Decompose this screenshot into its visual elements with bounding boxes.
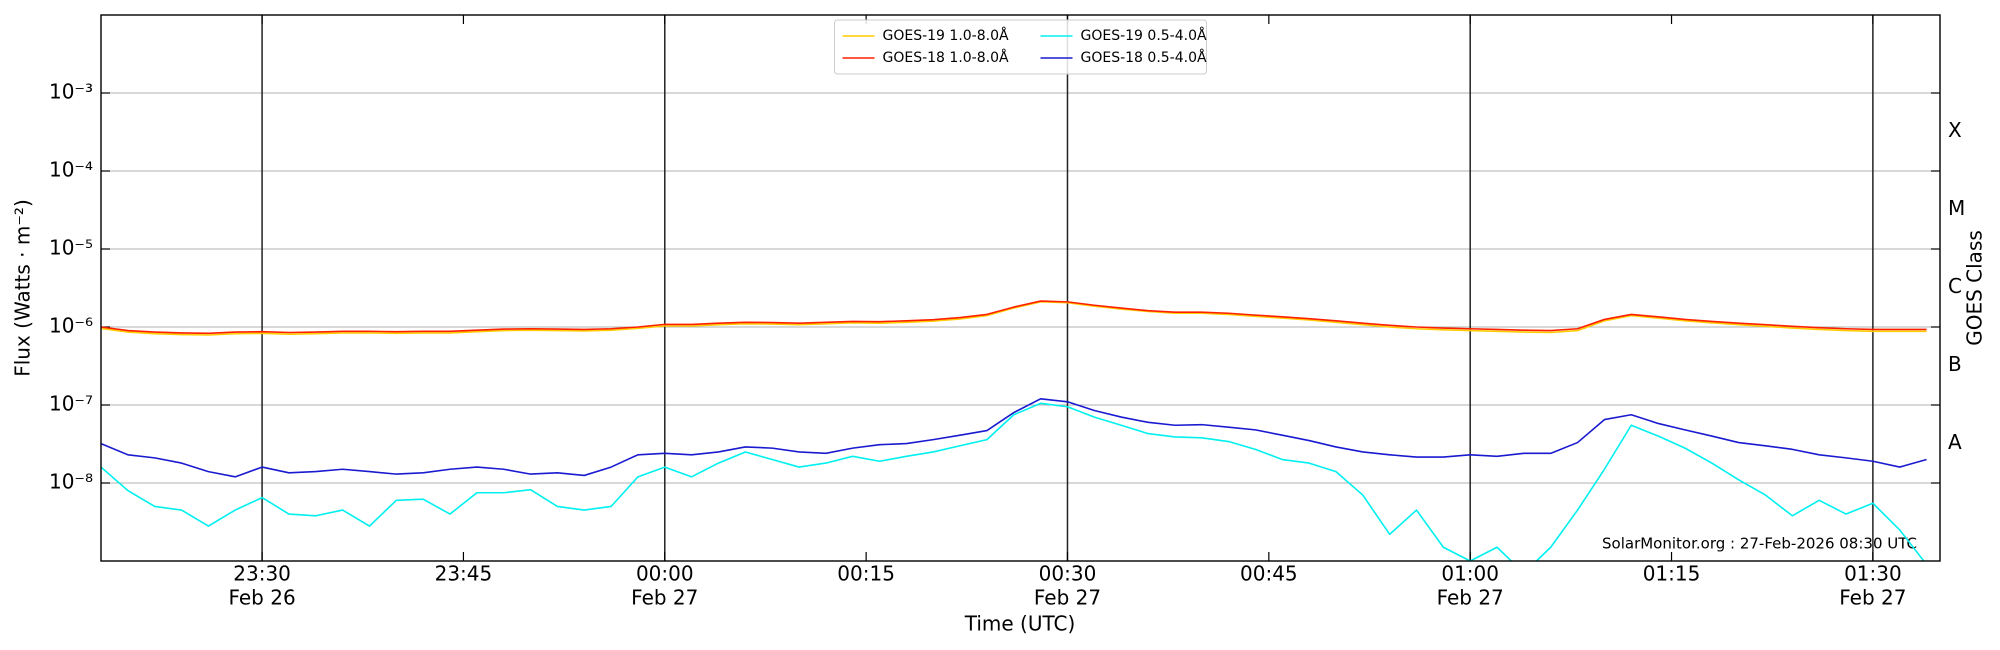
y-tick-label: 10⁻⁷ bbox=[49, 392, 93, 416]
annotation: SolarMonitor.org : 27-Feb-2026 08:30 UTC bbox=[1602, 535, 1917, 553]
y2-tick-label: B bbox=[1948, 352, 1962, 376]
y-tick-label: 10⁻⁴ bbox=[49, 158, 93, 182]
x-tick-label: Feb 26 bbox=[228, 586, 295, 610]
x-tick-label: 00:15 bbox=[837, 562, 895, 586]
y-tick-label: 10⁻⁵ bbox=[49, 236, 93, 260]
x-tick-label: 01:30 bbox=[1844, 562, 1902, 586]
x-tick-label: 01:00 bbox=[1441, 562, 1499, 586]
y-tick-label: 10⁻⁸ bbox=[49, 470, 93, 494]
x-axis-label: Time (UTC) bbox=[964, 612, 1076, 636]
x-tick-label: 23:30 bbox=[233, 562, 291, 586]
y-tick-label: 10⁻³ bbox=[49, 80, 93, 104]
series-line bbox=[101, 398, 1927, 478]
legend-label: GOES-19 0.5-4.0Å bbox=[1081, 27, 1207, 44]
plot-area bbox=[101, 300, 1927, 561]
y-axis-label: Flux (Watts · m⁻²) bbox=[11, 199, 35, 377]
y2-tick-label: C bbox=[1948, 274, 1962, 298]
legend-label: GOES-18 0.5-4.0Å bbox=[1081, 49, 1207, 66]
x-tick-label: Feb 27 bbox=[1839, 586, 1906, 610]
x-tick-label: Feb 27 bbox=[1437, 586, 1504, 610]
legend-label: GOES-18 1.0-8.0Å bbox=[883, 49, 1009, 66]
x-tick-label: 01:15 bbox=[1643, 562, 1701, 586]
y-tick-label: 10⁻⁶ bbox=[49, 314, 93, 338]
y2-tick-label: X bbox=[1948, 118, 1962, 142]
x-tick-label: Feb 27 bbox=[1034, 586, 1101, 610]
legend-box bbox=[834, 19, 1207, 75]
legend-label: GOES-19 1.0-8.0Å bbox=[883, 27, 1009, 44]
y2-tick-label: A bbox=[1948, 430, 1962, 454]
x-tick-label: 23:45 bbox=[435, 562, 493, 586]
x-tick-label: Feb 27 bbox=[631, 586, 698, 610]
y2-axis-label: GOES Class bbox=[1963, 230, 1987, 346]
x-tick-label: 00:45 bbox=[1240, 562, 1298, 586]
series-line bbox=[101, 300, 1927, 335]
series-line bbox=[101, 402, 1925, 561]
y2-tick-label: M bbox=[1948, 196, 1965, 220]
plot-frame bbox=[100, 14, 1941, 562]
x-tick-label: 00:00 bbox=[636, 562, 694, 586]
series-line bbox=[101, 301, 1927, 336]
x-tick-label: 00:30 bbox=[1039, 562, 1097, 586]
